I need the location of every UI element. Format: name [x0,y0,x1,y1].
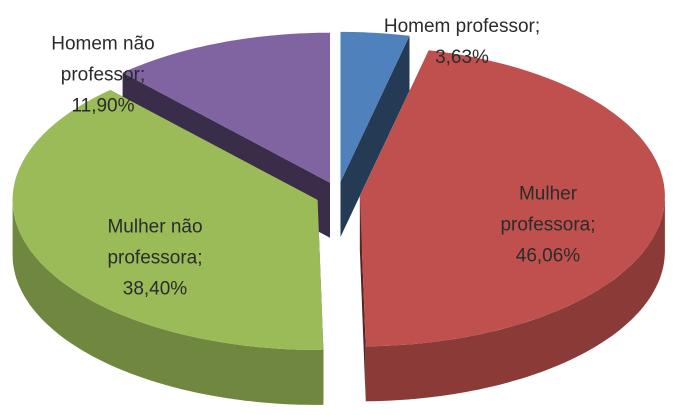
label-category: Mulher professora [500,183,591,236]
label-category: Mulher não professora [107,216,203,269]
label-separator: ; [139,64,146,86]
slice [340,31,410,182]
slice-wall [340,35,410,237]
label-value: 38,40% [122,278,188,300]
slice [12,90,324,350]
data-label: Homem não professor; 11,90% [36,29,171,122]
slice-side [12,199,324,405]
label-value: 46,06% [515,245,581,267]
label-separator: ; [197,247,203,269]
label-separator: ; [534,16,541,37]
slice [122,32,330,183]
data-label: Mulher professora; 46,06% [486,179,611,272]
data-label: Homem professor; 3,63% [372,11,552,73]
slice-wall [359,196,366,402]
slice [359,50,665,347]
slice-side [365,196,665,402]
label-separator: ; [590,214,596,236]
label-value: 3,63% [435,47,489,68]
data-label: Mulher não professora; 38,40% [80,212,230,305]
tops [12,31,665,350]
label-category: Homem não professor [51,33,155,86]
label-value: 11,90% [71,95,135,117]
label-category: Homem professor [383,16,535,37]
